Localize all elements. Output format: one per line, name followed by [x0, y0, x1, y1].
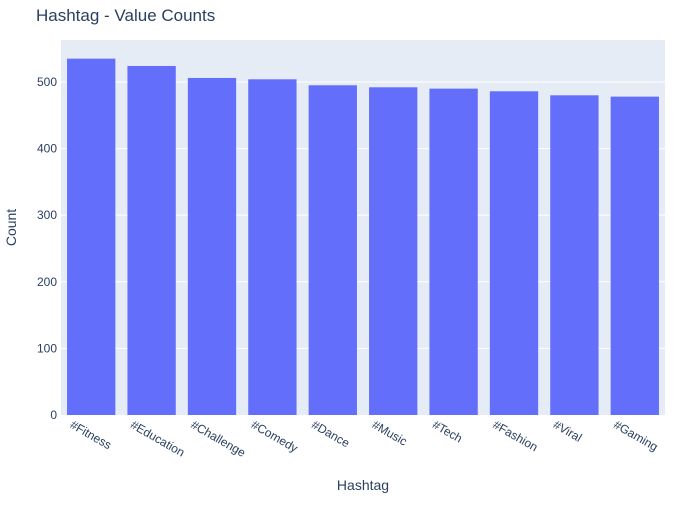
x-axis-ticks: #Fitness #Education #Challenge #Comedy #Danc…	[68, 417, 661, 460]
y-axis-title: Count	[3, 209, 19, 246]
x-tick-label: #Gaming	[611, 417, 660, 453]
x-axis-title: Hashtag	[337, 477, 389, 493]
bar-gaming[interactable]	[610, 96, 659, 416]
bar-challenge[interactable]	[187, 77, 237, 416]
y-tick-label: 0	[50, 408, 57, 422]
bar-tech[interactable]	[429, 88, 478, 415]
x-tick-label: #Tech	[430, 417, 465, 445]
x-tick-label: #Dance	[309, 417, 352, 450]
y-tick-label: 400	[37, 142, 57, 156]
y-tick-label: 300	[37, 208, 57, 222]
y-axis-ticks: 0 100 200 300 400 500	[37, 75, 57, 422]
bar-education[interactable]	[127, 65, 176, 416]
bar-fashion[interactable]	[489, 91, 539, 415]
y-tick-label: 200	[37, 275, 57, 289]
x-tick-label: #Music	[370, 417, 410, 448]
chart-title: Hashtag - Value Counts	[36, 6, 215, 25]
x-tick-label: #Education	[128, 417, 187, 459]
x-tick-label: #Fashion	[491, 417, 541, 454]
y-tick-label: 500	[37, 75, 57, 89]
bars	[67, 58, 659, 416]
bar-viral[interactable]	[550, 95, 599, 416]
bar-fitness[interactable]	[67, 58, 116, 416]
bar-dance[interactable]	[308, 85, 357, 415]
x-tick-label: #Fitness	[68, 417, 114, 452]
x-tick-label: #Comedy	[249, 417, 300, 455]
y-tick-label: 100	[37, 341, 57, 355]
bar-music[interactable]	[369, 87, 418, 416]
bar-comedy[interactable]	[248, 79, 297, 415]
x-tick-label: #Viral	[551, 417, 584, 444]
x-tick-label: #Challenge	[189, 417, 249, 460]
